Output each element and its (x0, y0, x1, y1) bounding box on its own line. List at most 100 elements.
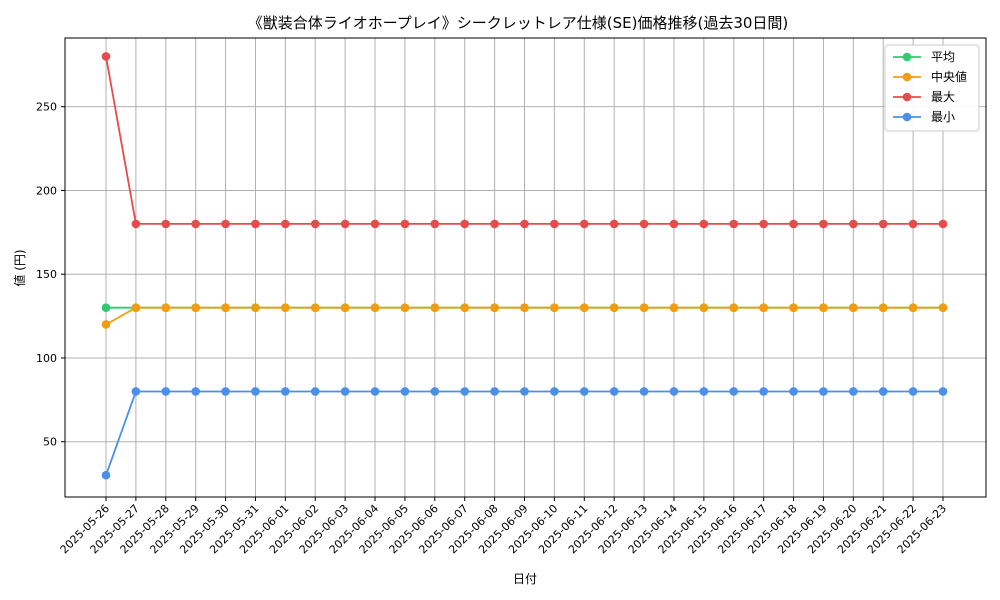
data-point (460, 387, 470, 396)
data-point (251, 219, 260, 229)
data-point (101, 320, 111, 329)
y-tick-label: 50 (43, 436, 57, 449)
data-point (789, 303, 798, 313)
data-point (759, 387, 768, 396)
data-point (161, 303, 171, 313)
data-point (131, 387, 141, 396)
data-point (759, 303, 768, 313)
data-point (370, 219, 380, 229)
data-point (908, 303, 918, 313)
legend-label: 平均 (931, 50, 955, 64)
legend-box (884, 44, 980, 132)
data-point (101, 52, 111, 61)
y-tick-label: 100 (36, 352, 57, 365)
data-point (878, 303, 888, 313)
data-point (669, 219, 679, 229)
legend-label: 最小 (931, 110, 955, 124)
data-point (699, 219, 709, 229)
data-point (251, 387, 260, 396)
data-point (310, 387, 320, 396)
data-point (131, 219, 141, 229)
data-point (340, 387, 350, 396)
data-point (849, 387, 858, 396)
data-point (430, 219, 440, 229)
data-point (579, 219, 589, 229)
data-point (400, 387, 410, 396)
data-point (161, 219, 171, 229)
data-point (370, 387, 380, 396)
legend-marker (902, 92, 912, 102)
data-point (490, 303, 499, 313)
y-axis: 50 100 150 200 250 (36, 101, 65, 449)
data-point (460, 219, 470, 229)
data-point (191, 303, 200, 313)
data-point (191, 219, 200, 229)
data-point (281, 387, 290, 396)
data-point (878, 387, 888, 396)
data-point (938, 219, 948, 229)
data-point (191, 387, 200, 396)
x-axis-label: 日付 (513, 572, 537, 586)
data-point (669, 303, 679, 313)
data-point (609, 303, 619, 313)
data-point (550, 303, 559, 313)
data-point (550, 387, 559, 396)
data-point (430, 387, 440, 396)
data-point (759, 219, 768, 229)
data-point (221, 219, 230, 229)
y-tick-label: 250 (36, 101, 57, 114)
data-point (101, 303, 111, 313)
grid (65, 38, 986, 497)
data-point (609, 387, 619, 396)
data-point (579, 303, 589, 313)
data-point (908, 219, 918, 229)
data-point (520, 303, 529, 313)
data-point (699, 303, 709, 313)
data-point (221, 303, 230, 313)
data-point (520, 219, 529, 229)
data-point (789, 219, 798, 229)
series-1 (101, 303, 948, 329)
data-point (101, 470, 111, 480)
data-point (400, 303, 410, 313)
data-point (579, 387, 589, 396)
data-point (849, 303, 858, 313)
data-point (938, 303, 948, 313)
data-point (938, 387, 948, 396)
data-point (639, 219, 649, 229)
series-3 (101, 387, 948, 480)
data-point (639, 387, 649, 396)
legend-marker (902, 52, 912, 62)
y-axis-label: 値 (円) (12, 249, 27, 286)
data-point (281, 303, 290, 313)
series-2 (101, 52, 948, 229)
data-point (819, 387, 828, 396)
data-point (281, 219, 290, 229)
y-tick-label: 200 (36, 184, 57, 197)
data-point (340, 219, 350, 229)
legend-item: 平均 (893, 50, 955, 64)
data-point (699, 387, 709, 396)
data-point (908, 387, 918, 396)
data-point (251, 303, 260, 313)
data-point (819, 219, 828, 229)
data-point (460, 303, 470, 313)
data-point (729, 303, 739, 313)
plot-area (64, 37, 987, 498)
data-point (490, 387, 499, 396)
data-point (520, 387, 529, 396)
data-point (819, 303, 828, 313)
legend-item: 最小 (893, 110, 955, 124)
data-point (370, 303, 380, 313)
data-point (729, 219, 739, 229)
data-point (729, 387, 739, 396)
data-point (550, 219, 559, 229)
data-point (161, 387, 171, 396)
data-point (340, 303, 350, 313)
data-point (669, 387, 679, 396)
data-point (789, 387, 798, 396)
series-group (101, 52, 948, 480)
legend-marker (902, 112, 912, 122)
